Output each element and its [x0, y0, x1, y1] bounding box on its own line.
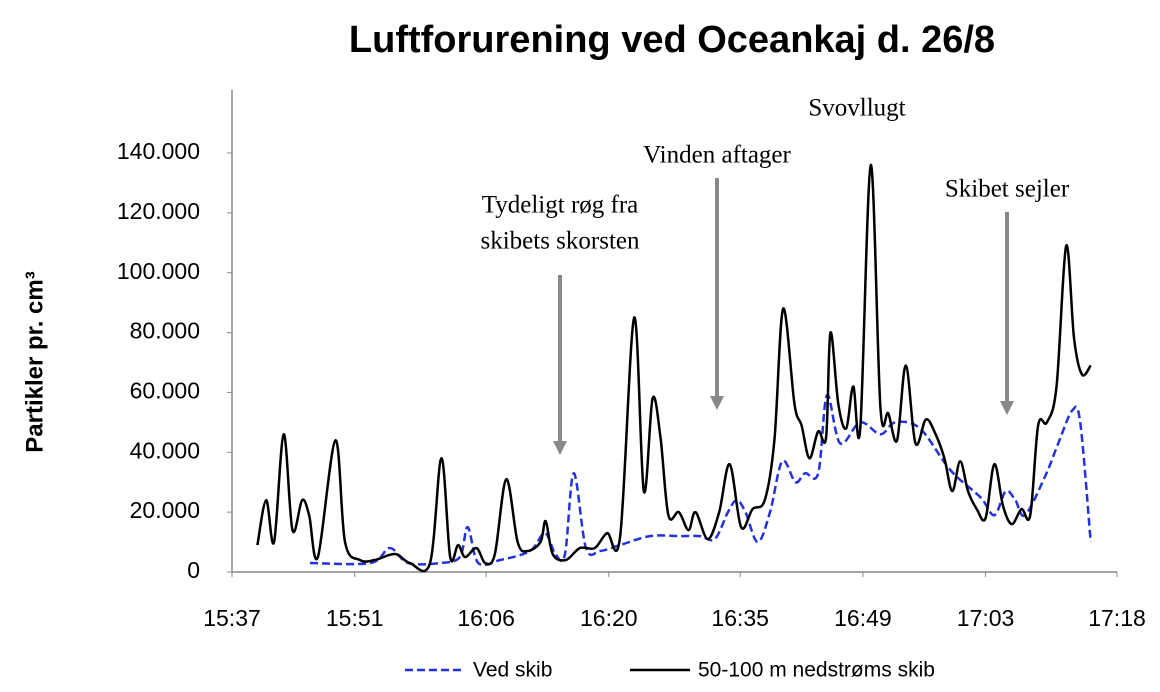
x-tick-label: 17:03 — [957, 605, 1015, 631]
x-tick-label: 17:18 — [1088, 605, 1146, 631]
y-tick-label: 20.000 — [130, 497, 200, 523]
y-tick-label: 100.000 — [117, 258, 200, 284]
legend-label: 50-100 m nedstrøms skib — [698, 659, 935, 682]
y-tick-label: 120.000 — [117, 198, 200, 224]
x-tick-label: 16:49 — [834, 605, 892, 631]
annotation: Vinden aftager — [643, 142, 791, 169]
y-tick-label: 140.000 — [117, 138, 200, 164]
annotation: skibets skorsten — [480, 228, 640, 255]
x-tick-label: 16:35 — [711, 605, 769, 631]
chart-title: Luftforurening ved Oceankaj d. 26/8 — [349, 19, 995, 61]
annotation-arrowhead — [553, 441, 567, 455]
legend-label: Ved skib — [473, 659, 552, 682]
annotation-arrowhead — [710, 396, 724, 410]
annotation: Skibet sejler — [945, 176, 1070, 203]
y-axis-label: Partikler pr. cm³ — [21, 271, 48, 452]
x-tick-label: 16:06 — [457, 605, 515, 631]
series-line — [256, 163, 1092, 573]
y-tick-label: 80.000 — [130, 318, 200, 344]
series-line — [309, 394, 1092, 567]
annotation: Tydeligt røg fra — [482, 192, 639, 219]
annotation: Svovllugt — [808, 95, 905, 122]
annotation-arrowhead — [1000, 401, 1014, 415]
y-tick-label: 60.000 — [130, 378, 200, 404]
x-tick-label: 15:51 — [326, 605, 384, 631]
x-tick-label: 16:20 — [580, 605, 638, 631]
x-tick-label: 15:37 — [203, 605, 261, 631]
y-tick-label: 40.000 — [130, 437, 200, 463]
y-tick-label: 0 — [187, 557, 200, 583]
